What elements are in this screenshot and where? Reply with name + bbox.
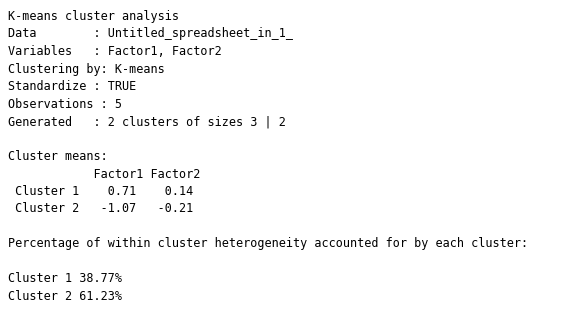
Text: Cluster 1    0.71    0.14: Cluster 1 0.71 0.14 bbox=[8, 185, 193, 198]
Text: Standardize : TRUE: Standardize : TRUE bbox=[8, 80, 136, 93]
Text: Cluster 2 61.23%: Cluster 2 61.23% bbox=[8, 290, 122, 303]
Text: Cluster means:: Cluster means: bbox=[8, 150, 108, 163]
Text: Cluster 1 38.77%: Cluster 1 38.77% bbox=[8, 272, 122, 286]
Text: Data        : Untitled_spreadsheet_in_1_: Data : Untitled_spreadsheet_in_1_ bbox=[8, 27, 293, 40]
Text: Observations : 5: Observations : 5 bbox=[8, 98, 122, 111]
Text: Cluster 2   -1.07   -0.21: Cluster 2 -1.07 -0.21 bbox=[8, 203, 193, 215]
Text: Generated   : 2 clusters of sizes 3 | 2: Generated : 2 clusters of sizes 3 | 2 bbox=[8, 115, 286, 128]
Text: Percentage of within cluster heterogeneity accounted for by each cluster:: Percentage of within cluster heterogenei… bbox=[8, 238, 528, 251]
Text: Clustering by: K-means: Clustering by: K-means bbox=[8, 63, 165, 75]
Text: Variables   : Factor1, Factor2: Variables : Factor1, Factor2 bbox=[8, 45, 222, 58]
Text: K-means cluster analysis: K-means cluster analysis bbox=[8, 10, 179, 23]
Text: Factor1 Factor2: Factor1 Factor2 bbox=[8, 167, 201, 180]
